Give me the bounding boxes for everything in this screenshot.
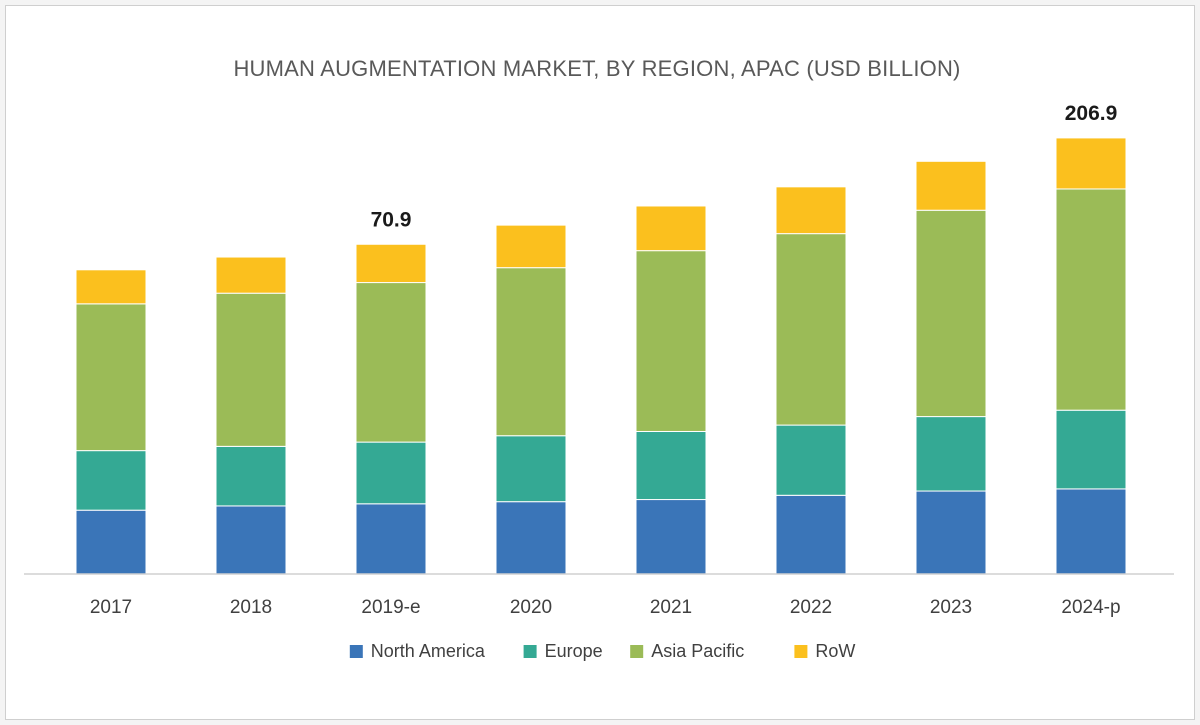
bar-segment-europe-2019-e xyxy=(355,441,427,505)
bar-segment-row-2019-e xyxy=(355,243,427,284)
bar-segment-north-america-2017 xyxy=(75,509,147,575)
x-tick-label: 2018 xyxy=(230,597,272,618)
x-axis-ticks: 2017 2018 2019-e 2020 2021 2022 2023 2024-p xyxy=(90,597,1121,618)
x-tick-label: 2020 xyxy=(510,597,552,618)
bar-segment-row-2022 xyxy=(775,186,847,235)
bar-segment-north-america-2022 xyxy=(775,494,847,575)
bar-segment-asia-pacific-2018 xyxy=(215,292,287,447)
legend-item-europe: Europe xyxy=(523,641,603,661)
bar-segment-north-america-2018 xyxy=(215,505,287,575)
bar-segment-europe-2024-p xyxy=(1055,409,1127,490)
x-tick-label: 2017 xyxy=(90,597,132,618)
data-labels-layer: 70.9 206.9 xyxy=(371,102,1118,231)
bar-segment-asia-pacific-2021 xyxy=(635,250,707,432)
data-label: 70.9 xyxy=(371,208,412,231)
bar-segment-north-america-2023 xyxy=(915,490,987,575)
bar-segment-asia-pacific-2024-p xyxy=(1055,188,1127,411)
legend-swatch xyxy=(630,645,644,658)
chart-title: HUMAN AUGMENTATION MARKET, BY REGION, AP… xyxy=(233,56,960,81)
legend-swatch xyxy=(794,645,808,658)
bar-segment-europe-2020 xyxy=(495,435,567,503)
x-tick-label: 2019-e xyxy=(361,597,420,618)
legend: North America Europe Asia Pacific RoW xyxy=(349,641,855,661)
stacked-bar-chart: HUMAN AUGMENTATION MARKET, BY REGION, AP… xyxy=(24,56,1174,661)
bar-segment-europe-2023 xyxy=(915,416,987,492)
bar-segment-north-america-2021 xyxy=(635,499,707,575)
data-label: 206.9 xyxy=(1065,102,1118,125)
x-tick-label: 2024-p xyxy=(1061,597,1120,618)
legend-label: Asia Pacific xyxy=(651,641,744,661)
x-tick-label: 2023 xyxy=(930,597,972,618)
bar-segment-row-2023 xyxy=(915,160,987,211)
legend-label: Europe xyxy=(545,641,603,661)
bar-segment-row-2020 xyxy=(495,224,567,269)
bar-segment-asia-pacific-2023 xyxy=(915,209,987,418)
bars-layer xyxy=(75,137,1127,575)
chart-frame: HUMAN AUGMENTATION MARKET, BY REGION, AP… xyxy=(5,5,1195,720)
bar-segment-europe-2022 xyxy=(775,424,847,496)
bar-segment-asia-pacific-2022 xyxy=(775,233,847,426)
legend-label: RoW xyxy=(815,641,855,661)
legend-item-row: RoW xyxy=(794,641,855,661)
bar-segment-north-america-2019-e xyxy=(355,503,427,575)
bar-segment-asia-pacific-2017 xyxy=(75,303,147,452)
bar-segment-europe-2021 xyxy=(635,430,707,501)
legend-swatch xyxy=(523,645,537,658)
legend-item-asia-pacific: Asia Pacific xyxy=(630,641,744,661)
x-tick-label: 2021 xyxy=(650,597,692,618)
bar-segment-europe-2018 xyxy=(215,445,287,507)
bar-segment-asia-pacific-2020 xyxy=(495,267,567,437)
bar-segment-europe-2017 xyxy=(75,450,147,511)
legend-swatch xyxy=(349,645,363,658)
legend-label: North America xyxy=(371,641,486,661)
legend-item-north-america: North America xyxy=(349,641,486,661)
bar-segment-row-2021 xyxy=(635,205,707,252)
bar-segment-row-2017 xyxy=(75,269,147,305)
bar-segment-row-2018 xyxy=(215,256,287,294)
bar-segment-row-2024-p xyxy=(1055,137,1127,190)
x-tick-label: 2022 xyxy=(790,597,832,618)
bar-segment-north-america-2020 xyxy=(495,501,567,575)
bar-segment-asia-pacific-2019-e xyxy=(355,282,427,443)
bar-segment-north-america-2024-p xyxy=(1055,488,1127,575)
